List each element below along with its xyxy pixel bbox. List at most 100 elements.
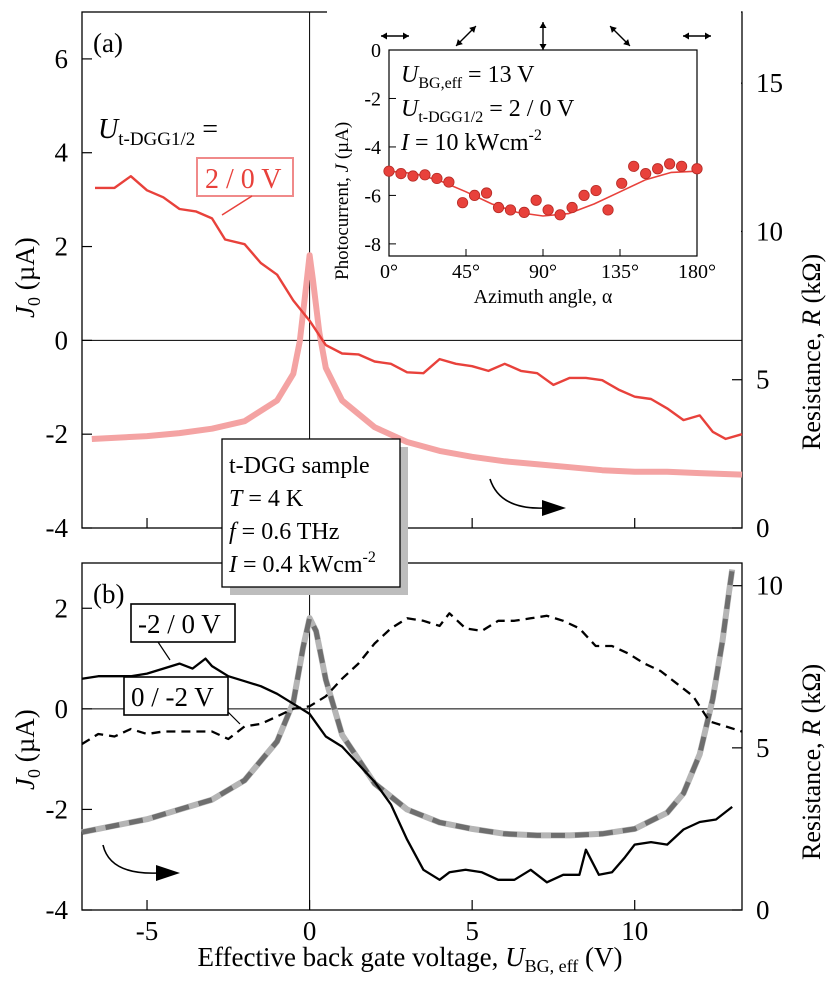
inset-param: UBG,eff = 13 V [401,62,535,92]
y-tick-label: 2 [55,232,69,262]
panel-a-resistance-line [91,252,743,478]
y-tick-label: 0 [55,694,69,724]
inset-data-point [443,176,455,188]
sample-box-title: t-DGG sample [229,453,370,479]
panel-a-label: (a) [93,28,123,58]
inset-data-point [602,204,614,216]
inset-y-tick-label: -8 [364,234,381,256]
y2-tick-label: 15 [756,68,783,98]
inset-data-point [456,197,469,209]
series-label-m2-0: -2 / 0 V [138,609,221,639]
y-tick-label: 6 [55,44,69,74]
inset-y-tick-label: -4 [364,137,381,159]
panel-b-xlabel: Effective back gate voltage, UBG, eff (V… [197,942,622,976]
inset-data-point [566,201,578,214]
inset-frame [388,49,698,257]
y2-tick-label: 10 [756,571,783,601]
panel-b-arrow-head [156,865,180,881]
y-tick-label: -2 [46,794,69,824]
series-label-box-0-m2 [123,676,229,716]
inset-polarization-arrows [381,22,711,50]
panel-b-ylabel: J0 (µA) [10,709,44,790]
polarization-arrow-icon [683,32,711,40]
inset-data-point [616,177,628,189]
y2-tick-label: 5 [756,365,770,395]
panel-a-axis-arrow [489,478,546,509]
y2-tick-label: 5 [756,733,770,763]
panel-b-resistance-dashed-line [81,569,735,838]
inset-param: I = 10 kWcm-2 [400,127,542,156]
inset-ylabel: Photocurrent, J (µA) [332,122,353,280]
polarization-arrow-icon [381,32,409,40]
panel-b-frame [81,562,743,911]
y-tick-label: 0 [55,325,69,355]
y2-tick-label: 0 [756,895,770,925]
panel-b-photocurrent-dashed [81,612,743,745]
panel-b-axis-arrow [102,844,159,874]
inset-data-point [675,160,688,172]
series-label-box-m2-0 [130,603,236,643]
panel-b-label: (b) [93,579,124,609]
y-tick-label: -4 [46,895,69,925]
polarization-arrow-icon [609,25,631,47]
inset-data-point [518,206,530,218]
panel-a-ylabel: J0 (µA) [10,237,44,318]
inset-x-ticks: 0° 45° 90° 135° 180° [380,249,716,283]
inset-data-point [504,204,517,216]
inset-param: Ut-DGG1/2 = 2 / 0 V [401,96,575,126]
panel-b-y2-ticks: 10 5 0 [732,571,783,925]
x-tick-label: 5 [465,916,479,946]
x-tick-label: -5 [136,916,159,946]
inset-data-point [542,204,554,216]
inset-data-point [395,168,407,180]
panel-a-arrow-head [542,500,566,516]
inset-data-point [530,194,542,206]
y-tick-label: -4 [46,513,69,543]
inset-x-tick-label: 180° [678,261,716,283]
sample-box-line: f = 0.6 THz [229,519,339,545]
inset-y-tick-label: 0 [371,40,381,62]
y2-tick-label: 10 [756,216,783,246]
inset-data-point [664,158,676,170]
inset-x-tick-label: 45° [452,261,480,283]
inset-data-point [554,209,566,221]
inset-data-point [640,168,652,180]
inset-data-point [628,160,640,172]
sample-box [221,438,401,588]
inset-y-ticks: 0 -2 -4 -6 -8 [364,40,396,256]
series-label-box-2-0 [196,157,294,197]
inset-data-point [652,163,664,175]
inset-data-point [480,187,493,199]
series-label-2-0: 2 / 0 V [205,164,282,195]
inset-y-tick-label: -6 [364,185,381,207]
panel-b-x-ticks: -5 0 5 10 [136,900,648,946]
panel-b-y2label: Resistance, R (kΩ) [797,664,826,860]
series-label-2-0-leader [221,195,253,216]
sample-box-lines: T = 4 K f = 0.6 THz I = 0.4 kWcm-2 [228,486,376,578]
inset-data-points [383,158,703,221]
polarization-arrow-icon [455,25,477,47]
inset-data-point [492,201,505,214]
sample-box-line: I = 0.4 kWcm-2 [228,549,376,578]
panel-a-y-ticks: 6 4 2 0 -2 -4 [46,44,92,543]
inset-y-tick-label: -2 [364,88,381,110]
inset-xlabel: Azimuth angle, α [474,286,613,308]
x-tick-label: 10 [621,916,648,946]
x-tick-label: 0 [303,916,317,946]
panel-a-y2label: Resistance, R (kΩ) [797,254,826,450]
inset-data-point [691,163,703,175]
panel-a-photocurrent-line [95,175,743,441]
inset-data-point [431,172,443,185]
y2-tick-label: 0 [756,513,770,543]
polarization-arrow-icon [539,22,547,50]
y-tick-label: 2 [55,593,69,623]
series-label-0-m2-leader [227,711,241,725]
inset-x-tick-label: 0° [380,261,398,283]
panel-b-photocurrent-solid [81,657,733,884]
inset-x-tick-label: 135° [601,261,639,283]
inset-data-point [468,189,481,202]
y-tick-label: -2 [46,419,69,449]
inset-data-point [590,184,602,197]
